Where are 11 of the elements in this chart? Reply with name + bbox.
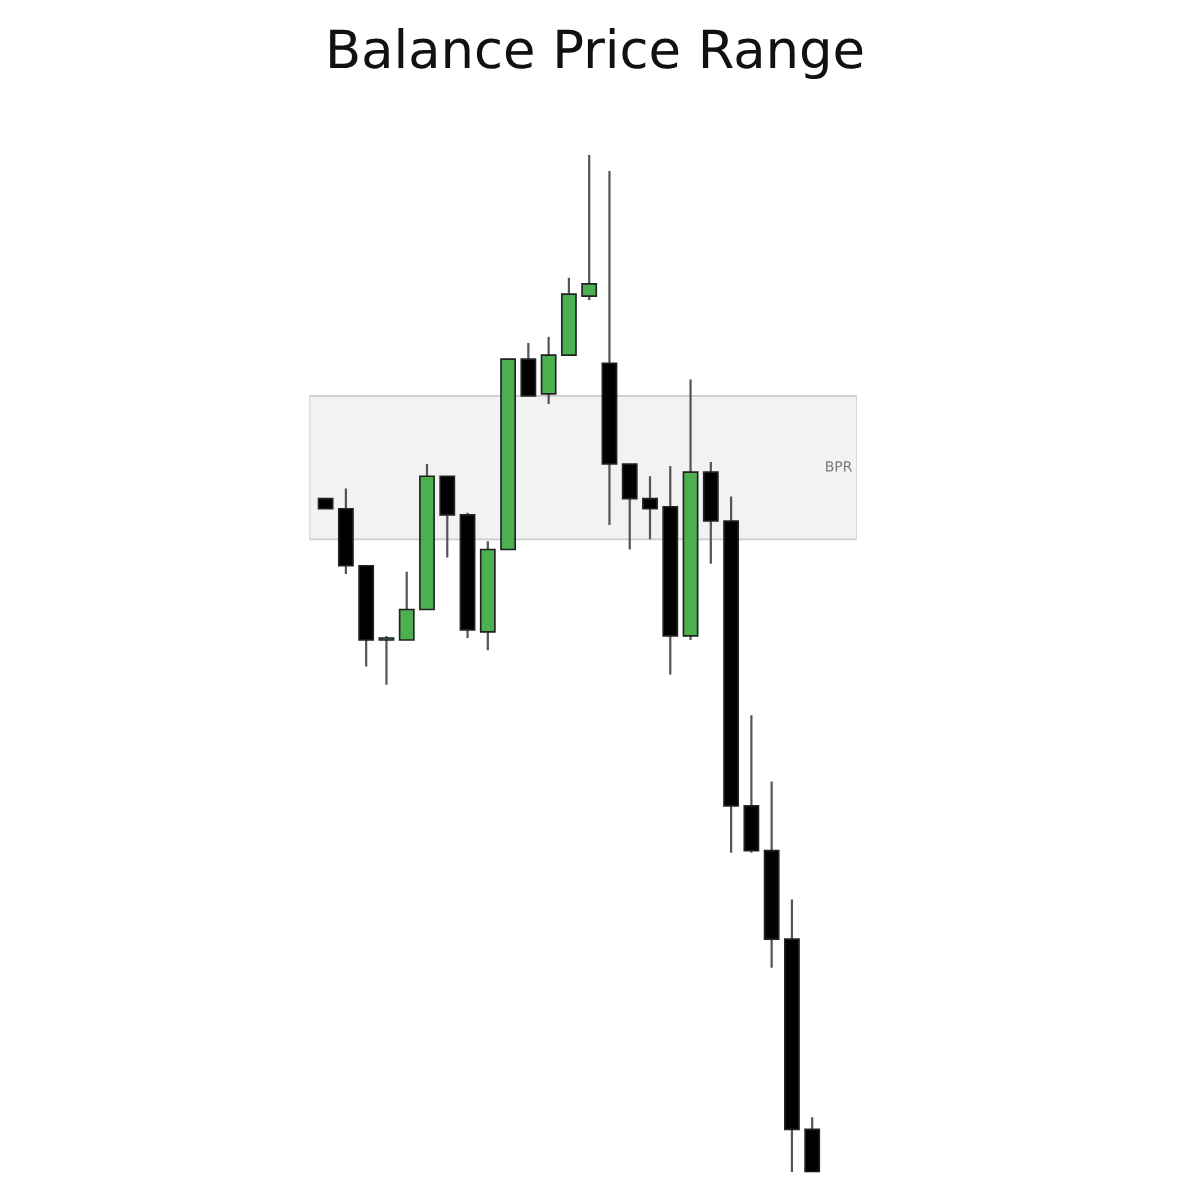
candlestick: [581, 154, 598, 302]
candlestick: [621, 462, 638, 551]
candlestick: [398, 570, 415, 642]
candlestick: [378, 634, 395, 686]
candlestick: [439, 475, 456, 559]
candlestick: [520, 341, 537, 397]
candlestick: [540, 335, 557, 406]
candlestick: [743, 714, 760, 854]
chart-title: Balance Price Range: [330, 28, 863, 80]
candlestick: [642, 475, 658, 541]
candlestick: [804, 1116, 821, 1173]
